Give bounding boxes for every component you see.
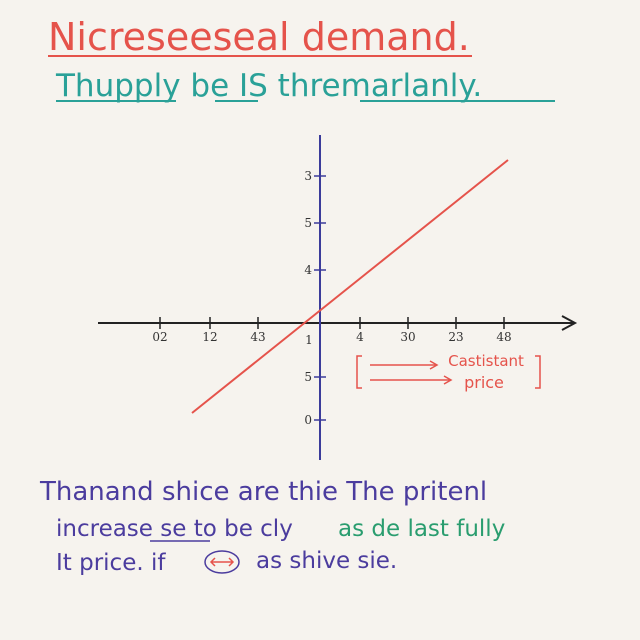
annotation: Castistant	[448, 352, 524, 370]
x-tick-label: 1	[305, 333, 313, 347]
paragraph-line: It price. if	[56, 550, 166, 576]
x-arrow	[561, 315, 578, 331]
arrow-head	[443, 375, 453, 385]
title: Nicreseeseal demand.	[48, 15, 470, 59]
bracket	[356, 355, 541, 389]
icon-circle	[204, 550, 240, 574]
y-tick-label: 5	[304, 216, 312, 230]
icon-arrow	[209, 557, 235, 567]
x-tick-label: 48	[496, 330, 511, 344]
supply-line	[191, 159, 509, 414]
x-tick-label: 12	[202, 330, 217, 344]
x-tick-label: 30	[400, 330, 415, 344]
y-tick-label: 0	[304, 413, 312, 427]
arrow-head	[429, 360, 439, 370]
paragraph-line: Thanand shice are thie The pritenl	[39, 477, 487, 507]
x-tick-label: 43	[250, 330, 265, 344]
paragraph-line: as shive sie.	[256, 548, 397, 574]
x-tick-label: 4	[356, 330, 364, 344]
graph: Castistant price 02 12 43 1 4 30 23 48 3 5 4 5 0	[98, 135, 578, 460]
annotation: price	[464, 373, 504, 392]
paragraph-line: increase se to be cly	[56, 516, 293, 542]
paragraph-line: as de last fully	[338, 516, 505, 542]
x-tick-label: 23	[448, 330, 463, 344]
subtitle: Thupply be IS thremarlanly.	[55, 68, 482, 104]
y-tick-label: 3	[304, 169, 312, 183]
y-tick-label: 5	[304, 370, 312, 384]
y-tick-label: 4	[304, 263, 312, 277]
x-tick-label: 02	[152, 330, 167, 344]
